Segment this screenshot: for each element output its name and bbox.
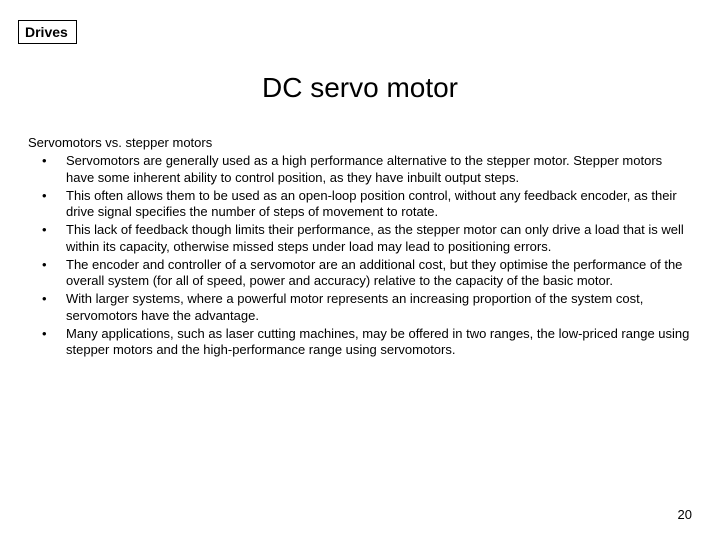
list-item: Many applications, such as laser cutting… <box>28 326 692 359</box>
list-item: Servomotors are generally used as a high… <box>28 153 692 186</box>
page-number: 20 <box>678 507 692 522</box>
list-item: The encoder and controller of a servomot… <box>28 257 692 290</box>
section-tag-text: Drives <box>25 24 68 40</box>
list-item: This often allows them to be used as an … <box>28 188 692 221</box>
subheading: Servomotors vs. stepper motors <box>28 135 692 151</box>
section-tag-box: Drives <box>18 20 77 44</box>
list-item: This lack of feedback though limits thei… <box>28 222 692 255</box>
slide: Drives DC servo motor Servomotors vs. st… <box>0 0 720 540</box>
bullet-list: Servomotors are generally used as a high… <box>28 153 692 358</box>
body-content: Servomotors vs. stepper motors Servomoto… <box>28 135 692 360</box>
page-title: DC servo motor <box>0 72 720 104</box>
list-item: With larger systems, where a powerful mo… <box>28 291 692 324</box>
